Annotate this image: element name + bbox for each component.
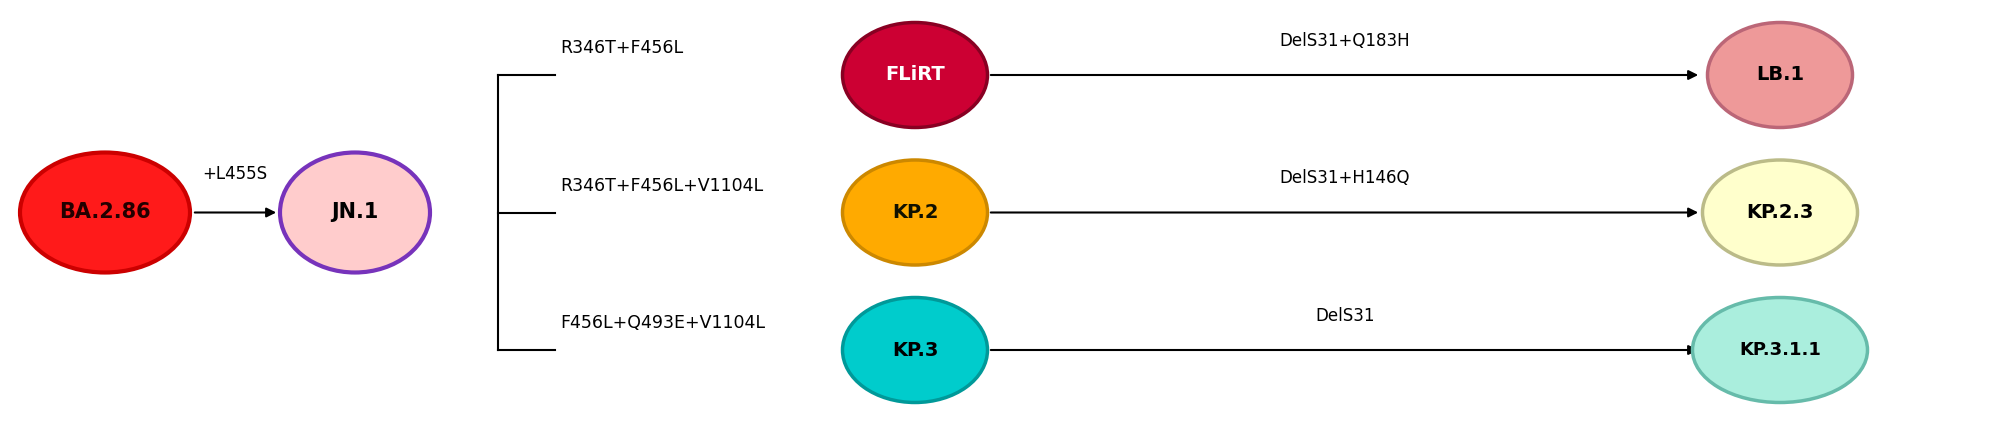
Text: BA.2.86: BA.2.86 xyxy=(60,202,150,223)
Ellipse shape xyxy=(842,23,988,128)
Ellipse shape xyxy=(280,153,430,272)
Text: DelS31+H146Q: DelS31+H146Q xyxy=(1280,169,1410,187)
Text: F456L+Q493E+V1104L: F456L+Q493E+V1104L xyxy=(560,314,764,332)
Ellipse shape xyxy=(1702,160,1858,265)
Text: +L455S: +L455S xyxy=(202,165,268,183)
Text: JN.1: JN.1 xyxy=(332,202,378,223)
Text: LB.1: LB.1 xyxy=(1756,65,1804,85)
Text: KP.2: KP.2 xyxy=(892,203,938,222)
Text: KP.3: KP.3 xyxy=(892,340,938,360)
Ellipse shape xyxy=(842,160,988,265)
Text: R346T+F456L: R346T+F456L xyxy=(560,39,684,57)
Text: DelS31+Q183H: DelS31+Q183H xyxy=(1280,32,1410,50)
Text: DelS31: DelS31 xyxy=(1316,307,1374,325)
Text: FLiRT: FLiRT xyxy=(886,65,944,85)
Ellipse shape xyxy=(1708,23,1852,128)
Ellipse shape xyxy=(1692,298,1868,402)
Text: KP.2.3: KP.2.3 xyxy=(1746,203,1814,222)
Text: KP.3.1.1: KP.3.1.1 xyxy=(1740,341,1820,359)
Ellipse shape xyxy=(20,153,190,272)
Ellipse shape xyxy=(842,298,988,402)
Text: R346T+F456L+V1104L: R346T+F456L+V1104L xyxy=(560,177,764,195)
